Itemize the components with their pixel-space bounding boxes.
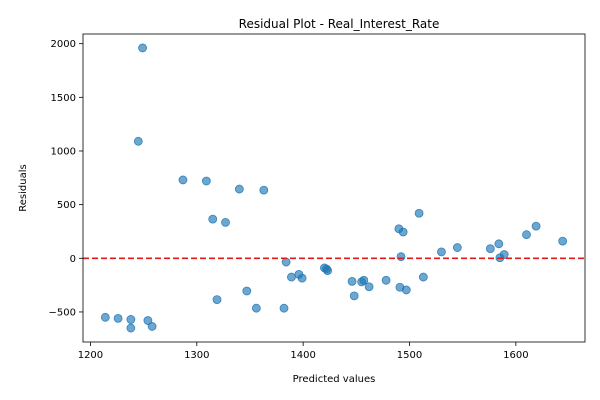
data-point bbox=[297, 273, 307, 283]
data-point bbox=[322, 264, 331, 274]
plot-area bbox=[83, 43, 585, 333]
x-tick-label: 1300 bbox=[184, 350, 209, 361]
data-point bbox=[281, 257, 291, 267]
y-tick-label: 1000 bbox=[51, 146, 76, 157]
data-point bbox=[212, 295, 222, 305]
x-tick-label: 1500 bbox=[397, 350, 422, 361]
data-point bbox=[221, 217, 230, 227]
y-tick-label: 1500 bbox=[51, 93, 76, 104]
data-point bbox=[357, 277, 367, 287]
data-point bbox=[452, 243, 462, 252]
data-point bbox=[279, 303, 289, 313]
y-tick-label: 500 bbox=[57, 200, 76, 211]
x-tick-label: 1400 bbox=[290, 350, 315, 361]
data-point bbox=[100, 312, 110, 322]
data-point bbox=[437, 247, 446, 257]
data-point bbox=[126, 315, 136, 324]
data-point bbox=[485, 244, 495, 254]
data-point bbox=[418, 272, 428, 282]
chart-title: Residual Plot - Real_Interest_Rate bbox=[239, 17, 440, 31]
data-point bbox=[259, 185, 269, 195]
x-tick-label: 1600 bbox=[503, 350, 528, 361]
data-point bbox=[401, 285, 411, 295]
data-point bbox=[558, 236, 568, 246]
data-point bbox=[414, 208, 424, 218]
data-point bbox=[138, 43, 147, 53]
data-point bbox=[396, 252, 406, 262]
y-tick-label: 2000 bbox=[51, 39, 76, 50]
data-point bbox=[494, 239, 504, 249]
data-point bbox=[242, 286, 252, 296]
data-point bbox=[531, 221, 541, 231]
y-tick-label: 0 bbox=[70, 254, 76, 265]
axis-ticks: 1200 1300 1400 1500 1600 −500 0 500 1000 1500 2000 bbox=[49, 39, 529, 361]
data-point bbox=[178, 175, 188, 185]
data-point bbox=[381, 275, 391, 285]
data-point bbox=[234, 184, 244, 194]
data-point bbox=[143, 316, 153, 325]
data-point bbox=[349, 291, 359, 301]
data-point bbox=[364, 282, 374, 292]
x-tick-label: 1200 bbox=[78, 350, 103, 361]
y-tick-label: −500 bbox=[49, 307, 76, 318]
data-point bbox=[522, 230, 531, 240]
data-point bbox=[398, 227, 408, 237]
data-point bbox=[208, 214, 218, 224]
data-point bbox=[133, 136, 143, 146]
data-point bbox=[201, 176, 211, 186]
data-point bbox=[126, 323, 136, 333]
data-point bbox=[113, 313, 123, 323]
data-point bbox=[147, 322, 157, 331]
data-point bbox=[347, 276, 357, 286]
data-point bbox=[287, 272, 296, 282]
data-point bbox=[251, 303, 261, 313]
y-axis-title: Residuals bbox=[18, 164, 29, 211]
x-axis-title: Predicted values bbox=[293, 374, 376, 385]
plot-frame bbox=[82, 33, 586, 343]
